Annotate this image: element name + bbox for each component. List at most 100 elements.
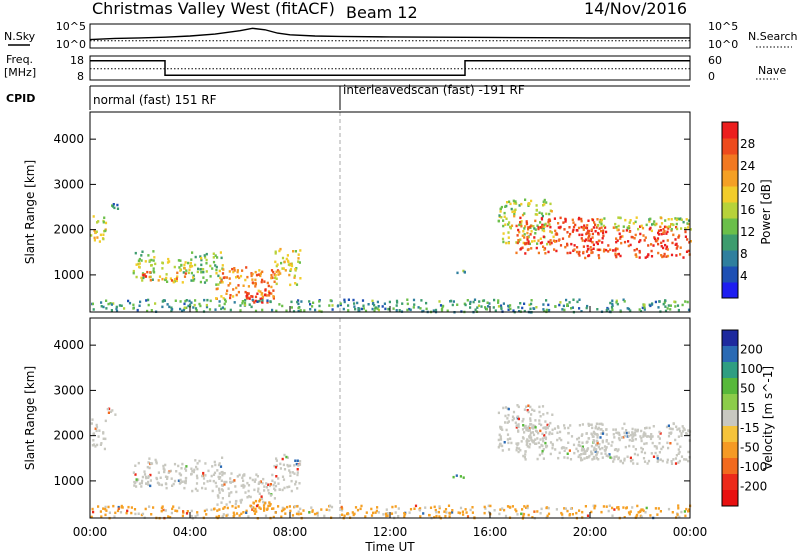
echo-cell — [130, 506, 133, 509]
echo-cell — [602, 505, 605, 508]
echo-cell — [523, 408, 526, 411]
echo-cell — [498, 512, 501, 516]
echo-cell — [658, 430, 661, 434]
echo-cell — [275, 264, 278, 268]
echo-cell — [181, 480, 184, 483]
echo-cell — [280, 515, 283, 518]
echo-cell — [616, 302, 619, 306]
cpid-label: CPID — [6, 92, 35, 105]
echo-cell — [601, 432, 605, 435]
echo-cell — [469, 306, 472, 309]
echo-cell — [108, 407, 111, 411]
echo-cell — [527, 242, 530, 245]
echo-cell — [163, 299, 166, 302]
velocity-colorbar-swatch — [722, 490, 738, 507]
echo-cell — [538, 226, 541, 229]
echo-cell — [111, 205, 115, 208]
echo-cell — [686, 222, 689, 225]
echo-cell — [667, 304, 670, 307]
echo-cell — [625, 229, 628, 232]
echo-cell — [268, 294, 271, 297]
echo-cell — [225, 276, 228, 279]
echo-cell — [412, 298, 416, 302]
echo-cell — [236, 270, 239, 274]
echo-cell — [503, 215, 506, 218]
echo-cell — [254, 499, 258, 503]
echo-cell — [275, 459, 278, 462]
echo-cell — [529, 225, 532, 229]
echo-cell — [525, 405, 528, 408]
echo-cell — [189, 265, 192, 269]
echo-cell — [677, 235, 680, 239]
xtick-label-6: 00:00 — [673, 525, 708, 539]
echo-cell — [471, 506, 474, 509]
echo-cell — [113, 206, 116, 210]
echo-cell — [674, 438, 677, 442]
echo-cell — [247, 515, 250, 518]
echo-cell — [535, 208, 538, 212]
echo-cell — [564, 220, 567, 223]
echo-cell — [626, 435, 629, 438]
echo-cell — [190, 514, 193, 518]
echo-cell — [611, 440, 614, 444]
echo-cell — [598, 443, 601, 446]
echo-cell — [523, 236, 526, 239]
echo-cell — [500, 205, 503, 209]
echo-cell — [246, 297, 249, 300]
echo-cell — [607, 442, 610, 445]
echo-cell — [249, 476, 252, 480]
echo-cell — [674, 238, 677, 241]
echo-cell — [258, 269, 261, 272]
echo-cell — [660, 447, 663, 451]
xtick-label-0: 00:00 — [73, 525, 108, 539]
echo-cell — [546, 411, 549, 415]
echo-cell — [199, 280, 202, 284]
echo-cell — [639, 225, 642, 228]
echo-cell — [191, 469, 194, 473]
echo-cell — [277, 482, 280, 485]
echo-cell — [588, 454, 591, 458]
echo-cell — [213, 507, 216, 511]
echo-cell — [277, 273, 280, 276]
echo-cell — [140, 276, 143, 280]
echo-cell — [680, 510, 683, 514]
velocity-colorbar-tick-7: -200 — [740, 479, 767, 493]
echo-cell — [587, 219, 590, 222]
echo-cell — [194, 307, 198, 310]
echo-cell — [311, 305, 314, 308]
echo-cell — [517, 239, 520, 242]
echo-cell — [290, 479, 293, 483]
echo-cell — [140, 485, 143, 488]
echo-cell — [154, 262, 157, 266]
echo-cell — [287, 263, 290, 266]
power-colorbar-tick-3: 16 — [740, 203, 755, 217]
echo-cell — [687, 450, 690, 454]
echo-cell — [364, 309, 368, 313]
echo-cell — [386, 512, 389, 515]
echo-cell — [176, 271, 179, 275]
echo-cell — [188, 268, 191, 272]
echo-cell — [612, 226, 615, 229]
echo-cell — [515, 442, 518, 445]
echo-cell — [605, 439, 608, 442]
echo-cell — [548, 308, 551, 312]
echo-cell — [497, 446, 500, 449]
echo-cell — [428, 513, 431, 517]
echo-cell — [422, 512, 425, 515]
echo-cell — [633, 237, 636, 240]
echo-cell — [687, 308, 691, 312]
xtick-label-1: 04:00 — [173, 525, 208, 539]
echo-cell — [165, 486, 168, 490]
echo-cell — [513, 202, 516, 205]
echo-cell — [181, 462, 184, 466]
echo-cell — [532, 441, 535, 444]
echo-cell — [572, 225, 576, 229]
echo-cell — [600, 229, 603, 233]
echo-cell — [566, 456, 569, 460]
echo-cell — [205, 303, 208, 307]
echo-cell — [100, 301, 103, 304]
echo-cell — [553, 217, 556, 220]
echo-cell — [196, 462, 199, 465]
echo-cell — [347, 298, 350, 301]
echo-cell — [150, 309, 153, 312]
